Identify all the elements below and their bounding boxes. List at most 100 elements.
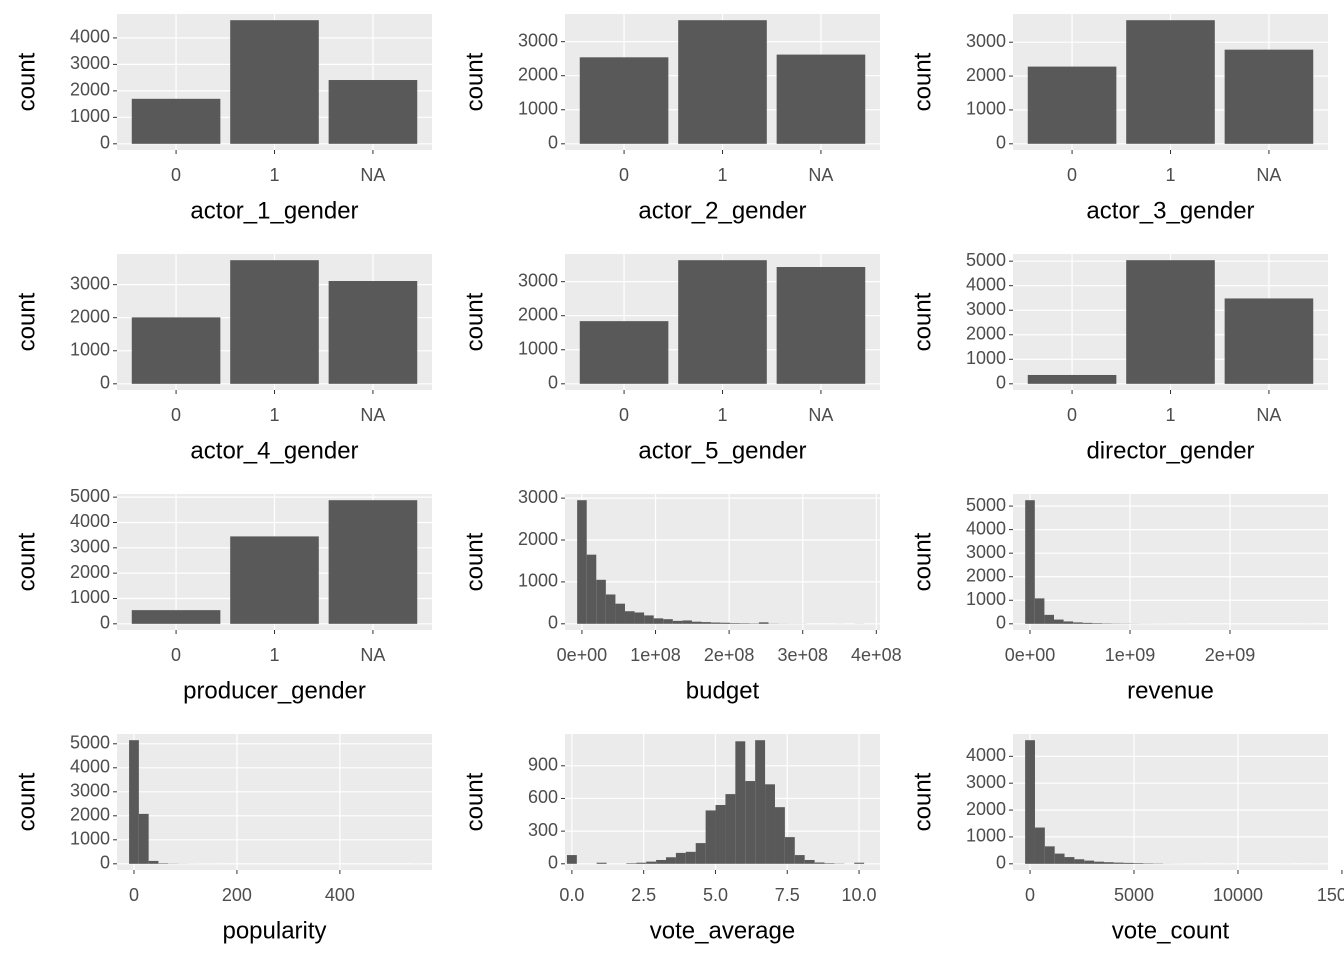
- y-tick-label: 1000: [966, 348, 1006, 368]
- y-tick-label: 3000: [70, 537, 110, 557]
- x-tick-label: 2e+09: [1205, 645, 1256, 665]
- histogram-bar: [1034, 598, 1045, 624]
- y-tick-label: 2000: [70, 805, 110, 825]
- panel: 0 1000 2000 3000 0e+00 1e+08 2e+08 3e+08 4e+08 bu…: [461, 487, 901, 704]
- y-tick-label: 2000: [518, 304, 558, 324]
- histogram-bar: [794, 855, 805, 864]
- histogram-bar: [1025, 740, 1035, 864]
- histogram-bar: [735, 741, 746, 864]
- bar: [230, 20, 319, 144]
- x-tick-label: 5.0: [703, 885, 728, 905]
- x-tick-label: 0: [171, 165, 181, 185]
- x-tick-label: 10000: [1213, 885, 1263, 905]
- panel: 0 300 600 900 0.0 2.5 5.0 7.5 10.0 vote_average co…: [461, 734, 880, 944]
- y-tick-label: 4000: [966, 518, 1006, 538]
- x-tick-label: 0e+00: [1005, 645, 1056, 665]
- x-tick-label: 0: [1067, 405, 1077, 425]
- y-tick-label: 5000: [966, 250, 1006, 270]
- y-tick-label: 2000: [518, 64, 558, 84]
- y-tick-label: 0: [100, 373, 110, 393]
- x-tick-label: NA: [808, 165, 833, 185]
- panel: 0 1000 2000 3000 4000 5000 0e+00 1e+09 2e+09 reve…: [909, 494, 1328, 704]
- histogram-bar: [745, 781, 756, 864]
- histogram-bar: [634, 612, 645, 624]
- bar: [678, 260, 767, 384]
- y-tick-label: 4000: [966, 745, 1006, 765]
- y-axis-title: count: [909, 772, 936, 831]
- histogram-bar: [1073, 622, 1083, 624]
- x-tick-label: 200: [222, 885, 252, 905]
- bar: [678, 20, 767, 144]
- y-tick-label: 0: [996, 853, 1006, 873]
- histogram-bar: [1103, 862, 1114, 864]
- bar: [230, 536, 319, 624]
- y-axis-title: count: [13, 772, 40, 831]
- histogram-bar: [784, 837, 795, 864]
- bar: [131, 317, 221, 384]
- x-tick-label: NA: [360, 165, 385, 185]
- x-tick-label: 0: [619, 405, 629, 425]
- histogram-bar: [605, 594, 616, 624]
- x-axis-title: vote_average: [650, 917, 795, 944]
- histogram-bar: [720, 622, 731, 624]
- histogram-bar: [656, 859, 667, 864]
- panel-background: [1013, 734, 1328, 870]
- y-axis-title: count: [461, 772, 488, 831]
- x-tick-label: NA: [360, 645, 385, 665]
- bar: [328, 80, 418, 144]
- histogram-bar: [725, 794, 736, 864]
- x-tick-label: 1: [269, 645, 279, 665]
- histogram-bar: [1063, 621, 1074, 624]
- y-tick-label: 2000: [518, 529, 558, 549]
- y-tick-label: 0: [548, 373, 558, 393]
- x-axis-title: actor_5_gender: [638, 437, 806, 464]
- x-tick-label: NA: [360, 405, 385, 425]
- y-tick-label: 1000: [70, 340, 110, 360]
- x-tick-label: 0: [171, 645, 181, 665]
- histogram-bar: [711, 622, 721, 624]
- x-tick-label: 400: [325, 885, 355, 905]
- bar: [1126, 260, 1215, 384]
- histogram-bar: [646, 861, 657, 864]
- y-tick-label: 5000: [70, 733, 110, 753]
- histogram-bar: [1123, 862, 1134, 864]
- y-axis-title: count: [461, 52, 488, 111]
- panel-background: [1013, 494, 1328, 630]
- histogram-bar: [666, 857, 676, 864]
- x-tick-label: 0e+00: [557, 645, 608, 665]
- y-tick-label: 2000: [966, 324, 1006, 344]
- bar: [776, 267, 866, 384]
- y-axis-title: count: [909, 52, 936, 111]
- histogram-bar: [715, 804, 726, 864]
- panel: 0 1000 2000 3000 4000 0 5000 10000 15000 vote_cou…: [909, 734, 1344, 944]
- x-tick-label: 1: [1165, 405, 1175, 425]
- bar: [131, 610, 221, 624]
- y-tick-label: 1000: [518, 571, 558, 591]
- y-tick-label: 0: [996, 373, 1006, 393]
- histogram-bar: [824, 863, 835, 864]
- x-axis-title: producer_gender: [183, 677, 366, 704]
- x-axis-title: actor_1_gender: [190, 197, 358, 224]
- y-tick-label: 5000: [70, 486, 110, 506]
- y-tick-label: 0: [548, 613, 558, 633]
- histogram-bar: [1025, 500, 1035, 624]
- histogram-bar: [577, 500, 587, 624]
- y-tick-label: 0: [548, 133, 558, 153]
- histogram-bar: [1064, 857, 1075, 864]
- y-axis-title: count: [13, 292, 40, 351]
- histogram-bar: [1044, 614, 1054, 624]
- y-axis-title: count: [461, 532, 488, 591]
- y-tick-label: 1000: [966, 99, 1006, 119]
- histogram-bar: [755, 740, 766, 864]
- y-axis-title: count: [909, 532, 936, 591]
- histogram-bar: [682, 620, 692, 624]
- histogram-bar: [1044, 846, 1055, 864]
- histogram-bar: [644, 615, 654, 624]
- histogram-bar: [1113, 862, 1124, 864]
- histogram-bar: [596, 862, 607, 864]
- histogram-bar: [663, 619, 673, 624]
